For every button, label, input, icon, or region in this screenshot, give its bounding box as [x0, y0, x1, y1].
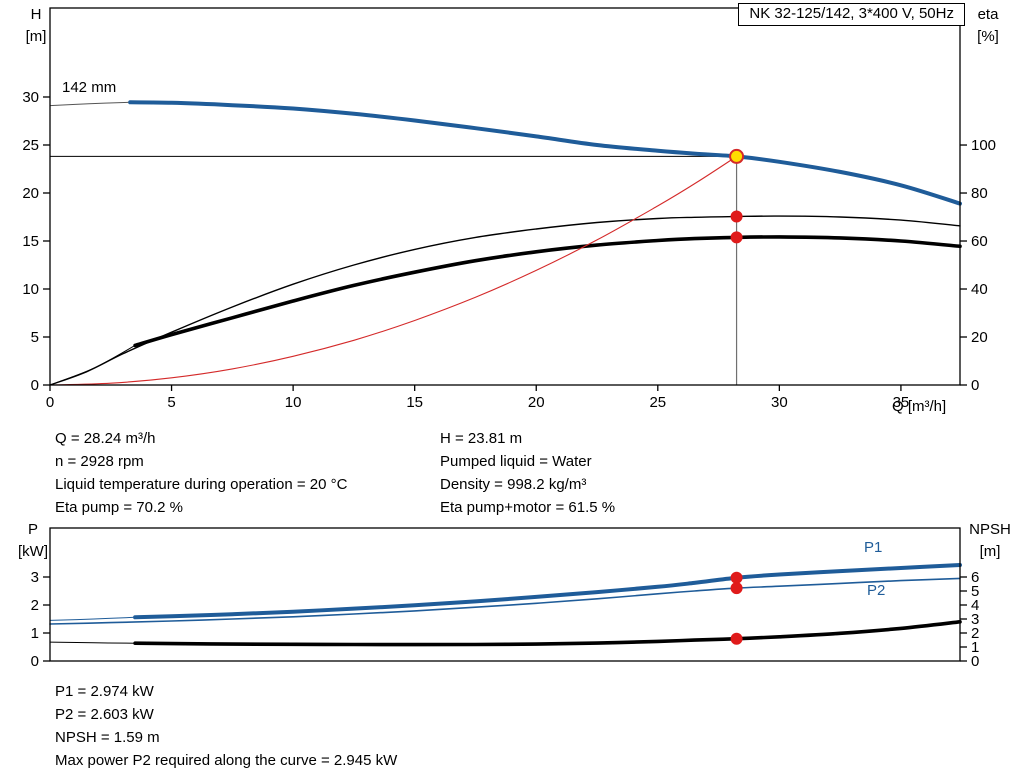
left-axis-tick-label: 15: [22, 233, 39, 250]
right-axis-tick-label: 1: [971, 639, 979, 656]
hq-eta-chart: 0 5 10 15 20 25 30 0 20 40 60 80 100 0 5 10 15 20 25 30 35: [22, 7, 996, 411]
left-axis-tick-label: 10: [22, 281, 39, 298]
right-axis-tick-label: 0: [971, 653, 979, 670]
duty-info-left-column: Q = 28.24 m³/h n = 2928 rpm Liquid tempe…: [55, 427, 347, 519]
left-axis-tick-label: 2: [31, 597, 39, 614]
left-axis-tick-label: 0: [31, 377, 39, 394]
x-axis-tick-label: 5: [167, 394, 175, 411]
curve-eta-pump-motor: [133, 235, 962, 348]
x-axis-tick-label: 20: [528, 394, 545, 411]
q-axis-label: Q [m³/h]: [892, 398, 947, 415]
info-line-eta-pump-motor: Eta pump+motor = 61.5 %: [440, 499, 616, 516]
curve-p1-leadin: [49, 616, 136, 621]
curve-head-142mm-leadin: [49, 101, 131, 107]
info-line-speed: n = 2928 rpm: [55, 453, 144, 470]
curve-npsh-leadin: [49, 641, 136, 644]
result-line-p1: P1 = 2.974 kW: [55, 683, 154, 700]
x-axis-tick-label: 30: [771, 394, 788, 411]
left-axis-tick-label: 5: [31, 329, 39, 346]
results-column: P1 = 2.974 kW P2 = 2.603 kW NPSH = 1.59 …: [55, 680, 397, 772]
duty-info-right-column: H = 23.81 m Pumped liquid = Water Densit…: [440, 427, 615, 519]
p1-curve-label: P1: [864, 539, 883, 556]
left-axis-tick-label: 20: [22, 185, 39, 202]
curve-npsh: [133, 620, 962, 647]
curve-system-curve: [49, 155, 738, 386]
info-line-q: Q = 28.24 m³/h: [55, 430, 156, 447]
h-axis-label: H [m]: [14, 4, 58, 48]
curve-eta-pump-motor-leadin: [49, 344, 136, 386]
right-axis-tick-label: 2: [971, 625, 979, 642]
right-axis-tick-label: 60: [971, 233, 988, 250]
left-axis-tick-label: 3: [31, 569, 39, 586]
right-axis-tick-label: 40: [971, 281, 988, 298]
info-line-temperature: Liquid temperature during operation = 20…: [55, 476, 348, 493]
x-axis-tick-label: 10: [285, 394, 302, 411]
p2-point-marker: [730, 582, 743, 595]
right-axis-tick-label: 3: [971, 611, 979, 628]
eta-axis-label: eta [%]: [966, 4, 1010, 48]
p1-point-marker: [730, 571, 743, 584]
left-axis-tick-label: 1: [31, 625, 39, 642]
curve-eta-pump: [49, 215, 961, 386]
right-axis-tick-label: 0: [971, 377, 979, 394]
left-axis-tick-label: 0: [31, 653, 39, 670]
npsh-axis-label-symbol: NPSH: [969, 521, 1011, 538]
p-axis-label-unit: [kW]: [18, 543, 48, 560]
npsh-axis-label-unit: [m]: [979, 543, 1001, 560]
x-axis-tick-label: 0: [46, 394, 54, 411]
info-line-liquid: Pumped liquid = Water: [440, 453, 592, 470]
eta-pump-motor-point-marker: [730, 231, 743, 244]
npsh-axis-label: NPSH [m]: [962, 519, 1018, 563]
x-axis-tick-label: 35: [893, 394, 910, 411]
pump-model-box: NK 32-125/142, 3*400 V, 50Hz: [738, 3, 965, 26]
info-line-h: H = 23.81 m: [440, 430, 523, 447]
right-axis-tick-label: 100: [971, 137, 996, 154]
result-line-max-p2: Max power P2 required along the curve = …: [55, 752, 398, 769]
eta-axis-label-unit: [%]: [977, 28, 999, 45]
duty-point-marker: [729, 148, 745, 164]
h-axis-label-unit: [m]: [25, 28, 47, 45]
info-line-eta-pump: Eta pump = 70.2 %: [55, 499, 183, 516]
right-axis-tick-label: 5: [971, 583, 979, 600]
eta-pump-point-marker: [730, 210, 743, 223]
h-axis-label-symbol: H: [30, 6, 42, 23]
curve-p1: [133, 563, 962, 620]
right-axis-tick-label: 6: [971, 569, 979, 586]
left-axis-tick-label: 25: [22, 137, 39, 154]
x-axis-tick-label: 25: [649, 394, 666, 411]
right-axis-tick-label: 4: [971, 597, 979, 614]
impeller-diameter-label: 142 mm: [62, 79, 117, 96]
left-axis-tick-label: 30: [22, 89, 39, 106]
curve-p2: [49, 577, 961, 625]
info-line-density: Density = 998.2 kg/m³: [440, 476, 587, 493]
x-axis-tick-label: 15: [406, 394, 423, 411]
eta-axis-label-symbol: eta: [977, 6, 999, 23]
right-axis-tick-label: 20: [971, 329, 988, 346]
p-axis-label-symbol: P: [27, 521, 38, 538]
right-axis-tick-label: 80: [971, 185, 988, 202]
result-line-npsh: NPSH = 1.59 m: [55, 729, 160, 746]
p-axis-label: P [kW]: [11, 519, 55, 563]
hq-eta-plot-frame: [49, 7, 961, 386]
p2-curve-label: P2: [867, 582, 886, 599]
npsh-point-marker: [730, 632, 743, 645]
curve-head-142mm: [128, 100, 962, 206]
result-line-p2: P2 = 2.603 kW: [55, 706, 154, 723]
power-npsh-plot-frame: [49, 527, 961, 662]
